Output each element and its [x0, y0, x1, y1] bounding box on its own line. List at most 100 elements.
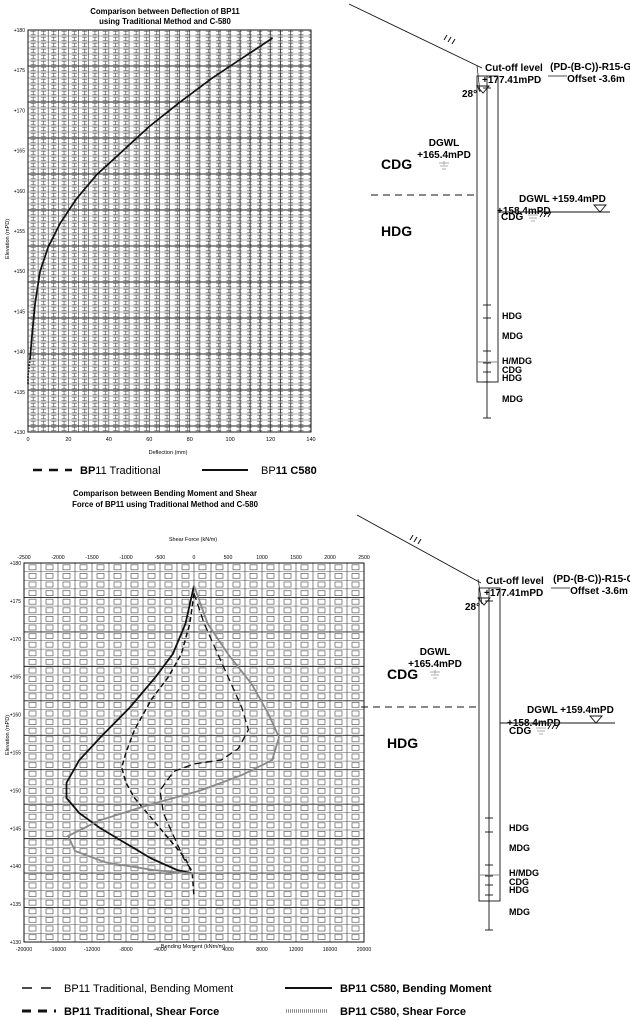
cutoff-value-2: +177.41mPD — [484, 588, 543, 599]
chart2-title-line1: Comparison between Bending Moment and Sh… — [73, 489, 257, 498]
cutoff-value: +177.41mPD — [482, 75, 541, 86]
chart2-top-x-tick-label: -1000 — [119, 555, 132, 561]
chart2-y-tick-label: +175 — [10, 599, 21, 605]
pile-section-diagram-2: 28° Cut-off level +177.41mPD (PD-(B-C))-… — [356, 514, 630, 931]
chart2-top-x-tick-label: 1500 — [290, 555, 302, 561]
chart1-x-axis-label: Deflection (mm) — [149, 450, 188, 456]
pile-offset: Offset -3.6m — [567, 74, 625, 85]
chart1-title-line1: Comparison between Deflection of BP11 — [90, 7, 240, 16]
chart1-title-line2: using Traditional Method and C-580 — [99, 17, 231, 26]
deflection-chart: Comparison between Deflection of BP11 us… — [5, 7, 317, 477]
stratum-mdg-2: MDG — [509, 843, 530, 853]
chart2-y-tick-label: +180 — [10, 561, 21, 567]
chart2-top-x-tick-label: -2000 — [51, 555, 64, 561]
cdg-upper-2: CDG — [387, 666, 418, 682]
chart2-top-x-tick-label: -1500 — [85, 555, 98, 561]
chart1-x-tick-label: 100 — [226, 437, 235, 443]
legend-c580-sf-label: BP11 C580, Shear Force — [340, 1006, 466, 1018]
pile-name: (PD-(B-C))-R15-G11 — [550, 62, 630, 73]
dgwl-left-label: DGWL — [429, 138, 460, 149]
chart2-series — [65, 585, 280, 897]
chart1-y-tick-label: +180 — [14, 28, 25, 34]
legend-traditional-suffix: Traditional — [107, 465, 161, 477]
cdg-small-2: CDG — [509, 726, 531, 737]
chart2-bottom-x-tick-label: 0 — [193, 947, 196, 953]
stratum-hdg-2: HDG — [509, 823, 529, 833]
chart2-series-line-2 — [159, 593, 250, 875]
chart2-bottom-x-tick-label: -20000 — [16, 947, 32, 953]
chart2-bottom-x-tick-label: -12000 — [84, 947, 100, 953]
chart2-y-tick-label: +170 — [10, 637, 21, 643]
chart2-series-line-0 — [120, 593, 195, 897]
chart1-x-tick-label: 60 — [146, 437, 152, 443]
chart2-top-x-tick-label: -2500 — [17, 555, 30, 561]
stratum-mdg-lower: MDG — [502, 394, 523, 404]
chart2-bottom-x-tick-label: -16000 — [50, 947, 66, 953]
chart1-legend: BP11 Traditional BP11 C580 — [33, 465, 317, 477]
legend-traditional-prefix: BP — [80, 465, 95, 477]
stratum-hmdg: H/MDG — [502, 356, 532, 366]
hdg-upper-2: HDG — [387, 735, 418, 751]
chart1-x-tick-label: 0 — [26, 437, 29, 443]
cdg-small: CDG — [501, 212, 523, 223]
chart2-y-tick-label: +155 — [10, 751, 21, 757]
chart1-y-tick-label: +130 — [14, 430, 25, 436]
chart1-y-tick-label: +160 — [14, 189, 25, 195]
slope-angle-2: 28° — [465, 602, 480, 613]
pile-offset-2: Offset -3.6m — [570, 586, 628, 597]
chart1-y-ticks: +130 +135 +140 +145 +150 +155 +160 +165 +170 +175… — [14, 28, 25, 436]
chart2-y-tick-label: +165 — [10, 675, 21, 681]
chart1-y-tick-label: +135 — [14, 390, 25, 396]
ground-slope — [348, 3, 483, 69]
slope-angle: 28° — [462, 89, 477, 100]
chart1-y-tick-label: +150 — [14, 269, 25, 275]
chart1-x-ticks: 0 20 40 60 80 100 120 140 — [26, 437, 315, 443]
chart2-y-tick-label: +140 — [10, 864, 21, 870]
dgwl-right: DGWL +159.4mPD — [519, 194, 606, 205]
chart2-bottom-x-tick-label: 4000 — [222, 947, 234, 953]
chart2-series-line-1 — [65, 585, 195, 875]
stratum-mdg-lower-2: MDG — [509, 907, 530, 917]
chart2-legend: BP11 Traditional, Bending Moment BP11 C5… — [22, 983, 492, 1018]
dgwl-right-2: DGWL +159.4mPD — [527, 705, 614, 716]
chart2-bottom-axis-label: Bending Moment (kNm/m) — [161, 944, 225, 950]
chart2-bottom-x-ticks: -20000 -16000 -12000 -8000 -4000 0 4000 8000 120… — [16, 947, 371, 953]
stratum-mdg: MDG — [502, 331, 523, 341]
water-symbol-left — [439, 161, 449, 170]
strata-ticks — [483, 304, 491, 419]
stratum-hmdg-2: H/MDG — [509, 868, 539, 878]
stratum-hdg: HDG — [502, 311, 522, 321]
chart2-top-x-tick-label: 1000 — [256, 555, 268, 561]
stratum-cdg: CDG — [502, 365, 522, 375]
cutoff-label-2: Cut-off level — [486, 576, 544, 587]
chart2-frame — [23, 562, 365, 943]
chart2-bottom-x-tick-label: -8000 — [119, 947, 132, 953]
cutoff-label: Cut-off level — [485, 63, 543, 74]
stratum-hdg-lower: HDG — [502, 373, 522, 383]
hdg-upper: HDG — [381, 223, 412, 239]
chart2-top-x-tick-label: 0 — [193, 555, 196, 561]
chart2-y-axis-label: Elevation (mPD) — [5, 715, 11, 755]
dgwl-left-value: +165.4mPD — [417, 150, 471, 161]
chart1-frame — [27, 29, 312, 433]
ground-hatch-left — [443, 34, 456, 45]
chart1-x-tick-label: 40 — [106, 437, 112, 443]
pile-section-diagram-1: 28° Cut-off level +177.41mPD (PD-(B-C))-… — [348, 3, 630, 419]
cdg-upper: CDG — [381, 156, 412, 172]
pile-shaft — [476, 75, 499, 383]
chart2-bottom-x-tick-label: 20000 — [357, 947, 372, 953]
legend-c580-bm-label: BP11 C580, Bending Moment — [340, 983, 492, 995]
chart2-top-x-ticks: -2500 -2000 -1500 -1000 -500 0 500 1000 1500 2000… — [17, 555, 370, 561]
chart2-grid — [23, 562, 365, 943]
chart1-series-line-0 — [27, 359, 31, 384]
ground-slope-2 — [356, 514, 482, 584]
dgwl-left-value-2: +165.4mPD — [408, 659, 462, 670]
chart1-series — [27, 37, 274, 384]
chart2-top-axis-label: Shear Force (kN/m) — [169, 537, 217, 543]
chart2-y-ticks: +130 +135 +140 +145 +150 +155 +160 +165 +170 +175… — [10, 561, 21, 946]
pile-shaft-2 — [478, 587, 501, 902]
dgwl-left-label-2: DGWL — [420, 647, 451, 658]
chart2-bottom-x-tick-label: -4000 — [153, 947, 166, 953]
chart2-series-line-3 — [67, 585, 280, 875]
chart1-y-tick-label: +170 — [14, 108, 25, 114]
